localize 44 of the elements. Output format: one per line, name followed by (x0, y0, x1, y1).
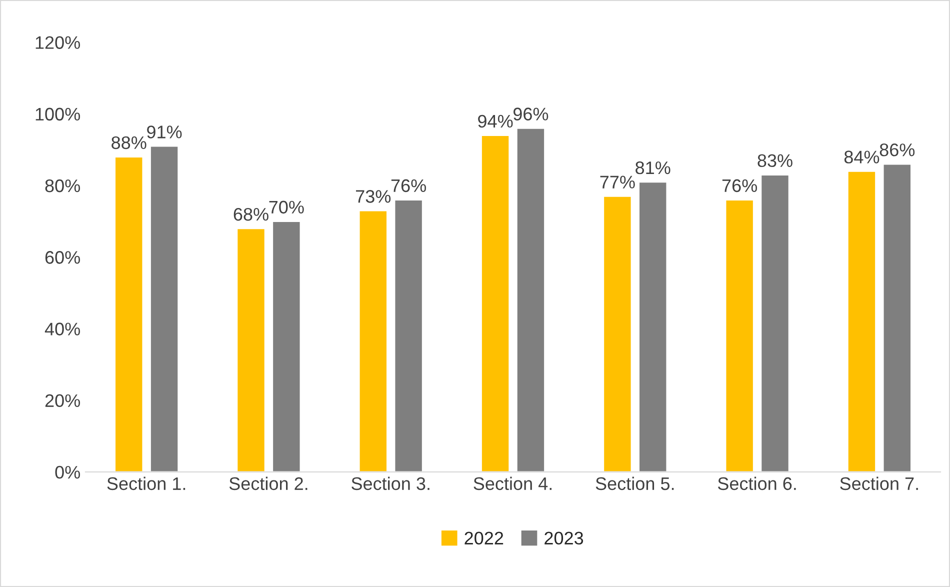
bar (638, 181, 668, 472)
bar (358, 210, 388, 472)
data-label: 96% (513, 108, 548, 120)
bar (150, 145, 180, 472)
x-tick-label: Section 2. (229, 476, 308, 490)
y-tick-label: 60% (45, 251, 80, 264)
y-tick-label: 100% (36, 108, 80, 121)
data-label: 77% (600, 176, 635, 188)
bar (724, 199, 754, 472)
x-tick-label: Section 6. (718, 476, 796, 490)
bar (394, 199, 424, 472)
x-tick-label: Section 3. (352, 476, 430, 490)
data-label: 73% (356, 190, 391, 203)
data-label: 88% (112, 136, 146, 150)
legend-label: 2022 (464, 532, 504, 545)
data-label: 91% (147, 126, 182, 138)
bar (602, 196, 632, 472)
bar (114, 156, 144, 472)
x-tick-label: Section 5. (596, 476, 674, 490)
x-tick-label: Section 4. (474, 476, 552, 490)
data-label: 84% (844, 150, 880, 164)
data-label: 83% (758, 154, 792, 168)
y-tick-label: 120% (36, 36, 80, 49)
data-label: 76% (391, 179, 426, 192)
data-label: 81% (636, 161, 670, 174)
bar (882, 163, 912, 472)
data-label: 94% (478, 114, 513, 128)
bar (846, 170, 876, 472)
bar (480, 134, 510, 472)
bar (272, 220, 302, 472)
data-label: 76% (722, 179, 757, 192)
y-tick-label: 20% (45, 394, 80, 408)
bar (516, 128, 546, 472)
y-tick-label: 40% (44, 322, 80, 336)
data-label: 70% (269, 200, 304, 214)
y-tick-label: 0% (55, 466, 80, 479)
data-label: 68% (234, 208, 268, 221)
legend-label: 2023 (544, 532, 584, 545)
bar (760, 174, 790, 472)
y-tick-label: 80% (45, 179, 80, 192)
x-tick-label: Section 1. (107, 476, 186, 490)
data-label: 86% (880, 143, 915, 156)
x-tick-label: Section 7. (840, 476, 918, 490)
bar (236, 228, 266, 472)
